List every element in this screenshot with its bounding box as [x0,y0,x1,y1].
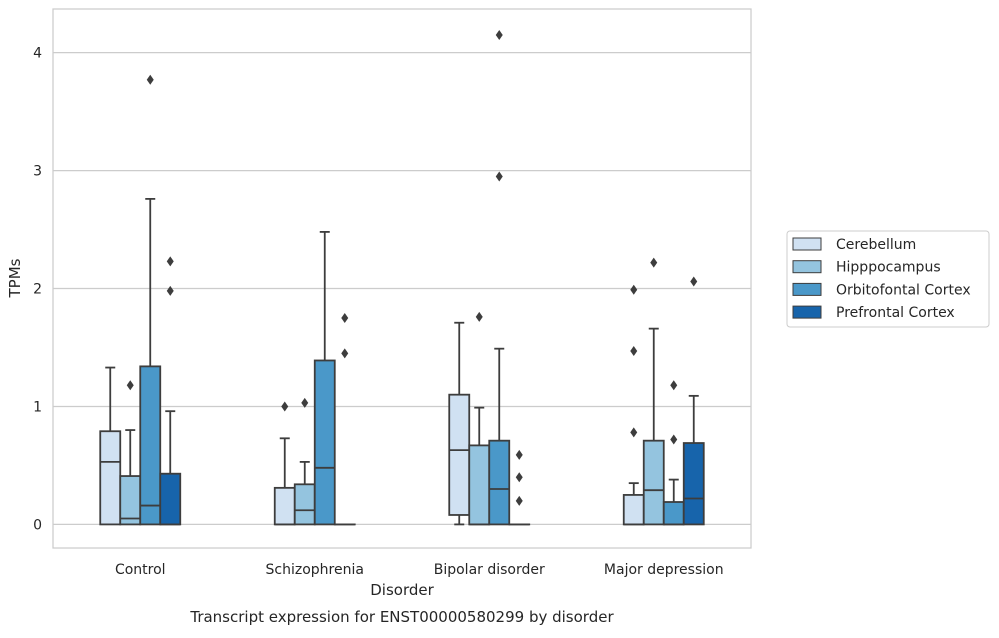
outlier-point [496,171,503,181]
box [100,368,120,525]
box [120,380,140,524]
box [664,380,684,524]
y-tick-label: 4 [33,46,42,62]
x-axis-label: Disorder [370,581,434,599]
outlier-point [127,380,134,390]
legend-label: Cerebellum [836,237,916,253]
legend-swatch [793,238,821,250]
box-body [295,484,315,524]
outlier-point [147,75,154,85]
box [509,450,529,525]
y-tick-label: 3 [33,164,42,180]
outlier-point [341,313,348,323]
outlier-point [341,348,348,358]
x-tick-label: Major depression [604,562,724,578]
box-body [469,445,489,524]
outlier-point [670,380,677,390]
x-tick-label: Control [115,562,166,578]
x-tick-label: Bipolar disorder [434,562,545,578]
box-body [100,431,120,524]
legend-label: Orbitofontal Cortex [836,282,971,298]
box-body [160,474,180,525]
y-tick-label: 0 [33,517,42,533]
series-prefrontal-cortex [160,256,704,524]
legend: Cerebellum Hipppocampus Orbitofontal Corte… [787,231,989,327]
legend-label: Hipppocampus [836,260,941,276]
box-body [684,443,704,524]
box [624,285,644,525]
box-body [315,360,335,524]
outlier-point [630,285,637,295]
outlier-point [167,256,174,266]
legend-swatch [793,283,821,295]
y-axis-label: TPMs [6,258,24,298]
box-body [624,495,644,524]
outlier-point [496,30,503,40]
series-orbitofontal-cortex [140,30,684,524]
box [489,30,509,524]
outlier-point [516,450,523,460]
legend-swatch [793,261,821,273]
box [140,75,160,525]
outlier-point [690,276,697,286]
y-tick-label: 2 [33,282,42,298]
outlier-point [281,401,288,411]
legend-label: Prefrontal Cortex [836,305,955,321]
y-axis-ticks: 0 1 2 3 4 [33,46,42,534]
box [469,312,489,525]
box-series [100,30,704,524]
outlier-point [630,427,637,437]
box [295,398,315,524]
series-cerebellum [100,285,644,525]
box [684,276,704,524]
outlier-point [670,434,677,444]
outlier-point [516,472,523,482]
box-body [120,476,140,524]
box-body [489,441,509,525]
box-body [664,502,684,524]
box-body [449,395,469,515]
box [644,258,664,525]
legend-swatch [793,306,821,318]
box [315,232,335,524]
x-axis-ticks: Control Schizophrenia Bipolar disorder Majo… [115,562,724,578]
box-body [644,441,664,525]
outlier-point [630,346,637,356]
box [275,401,295,524]
box [449,323,469,525]
box [335,313,355,524]
series-hipppocampus [120,258,664,525]
outlier-point [167,286,174,296]
chart-title: Transcript expression for ENST0000058029… [189,608,614,626]
x-tick-label: Schizophrenia [266,562,364,578]
outlier-point [476,312,483,322]
outlier-point [650,258,657,268]
box-body [140,366,160,524]
y-tick-label: 1 [33,399,42,415]
box-body [275,488,295,525]
box [160,256,180,524]
outlier-point [516,496,523,506]
